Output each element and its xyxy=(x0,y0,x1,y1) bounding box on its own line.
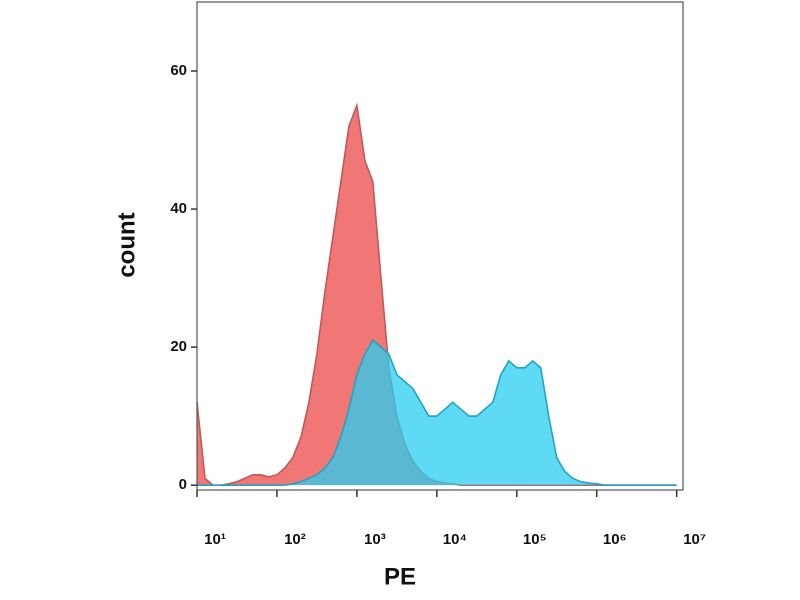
y-axis-label: count xyxy=(113,212,140,277)
area-line xyxy=(197,338,677,486)
x-tick-label: 10⁴ xyxy=(443,531,467,548)
x-axis-label: PE xyxy=(384,563,416,590)
x-tick-label: 10¹ xyxy=(204,531,226,548)
x-tick-label: 10² xyxy=(284,531,306,548)
plot-frame xyxy=(196,1,684,491)
x-tick-label: 10⁶ xyxy=(603,531,627,548)
x-tick-label: 10³ xyxy=(364,531,386,548)
x-tick-label: 10⁵ xyxy=(523,531,547,548)
y-tick-label: 0 xyxy=(179,476,187,493)
area-fill xyxy=(197,105,677,486)
y-tick-label: 60 xyxy=(170,62,187,79)
x-tick-label: 10⁷ xyxy=(683,531,706,548)
y-tick-label: 40 xyxy=(170,200,187,217)
area-fill xyxy=(197,340,677,486)
y-tick-label: 20 xyxy=(170,338,187,355)
